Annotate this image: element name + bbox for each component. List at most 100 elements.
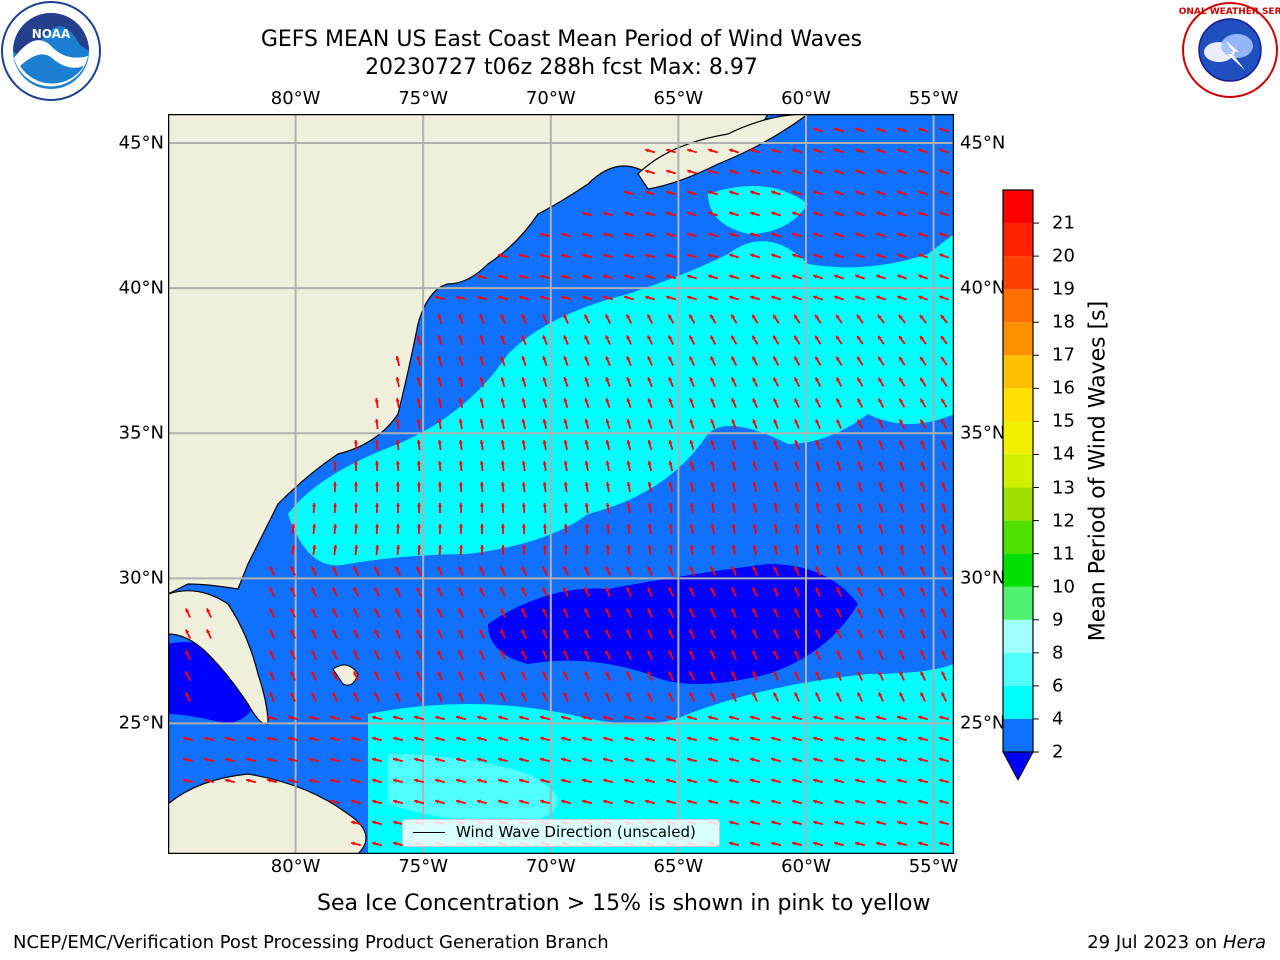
wind-arrow-head xyxy=(645,169,650,174)
wind-arrow-head xyxy=(813,253,818,258)
wind-arrow-head xyxy=(668,608,673,613)
wind-arrow-head xyxy=(710,608,715,613)
wind-arrow-head xyxy=(836,377,841,382)
wind-arrow-head xyxy=(815,440,820,445)
wind-arrow-head xyxy=(773,377,778,382)
wind-arrow-head xyxy=(374,587,379,592)
wind-arrow-head xyxy=(183,736,188,741)
wind-arrow-head xyxy=(710,566,715,571)
wind-arrow-head xyxy=(752,692,757,697)
wind-arrow-head xyxy=(605,608,610,613)
wind-arrow-head xyxy=(731,503,736,507)
wind-arrow-head xyxy=(416,524,422,528)
wind-arrow-head xyxy=(836,461,841,466)
wind-arrow-head xyxy=(920,377,924,382)
wind-arrow-head xyxy=(857,608,862,613)
wind-arrow-head xyxy=(836,503,841,508)
wind-arrow-head xyxy=(500,650,505,655)
lon-tick-label-bottom: 70°W xyxy=(525,856,576,877)
wind-arrow-head xyxy=(792,253,797,258)
wind-arrow-head xyxy=(353,608,358,613)
wind-arrow-head xyxy=(396,545,401,549)
wind-arrow-head xyxy=(542,335,547,340)
wind-arrow-head xyxy=(353,587,358,592)
lon-tick-label-bottom: 60°W xyxy=(781,856,831,877)
wind-arrow-head xyxy=(668,314,673,319)
wind-arrow-head xyxy=(374,629,379,634)
wind-arrow-head xyxy=(857,461,862,466)
wind-arrow-head xyxy=(687,232,692,237)
wind-arrow-head xyxy=(668,482,673,486)
wind-arrow-head xyxy=(458,377,463,381)
wind-arrow-head xyxy=(752,482,757,487)
wind-arrow-head xyxy=(290,650,295,655)
wind-arrow-head xyxy=(498,253,502,258)
wind-arrow-head xyxy=(941,356,945,361)
wind-arrow-head xyxy=(857,419,862,424)
wind-arrow-head xyxy=(584,356,589,361)
wind-arrow-head xyxy=(752,461,757,466)
wind-arrow-head xyxy=(710,398,715,403)
wind-arrow-head xyxy=(458,440,463,444)
wind-arrow-head xyxy=(813,169,818,174)
wind-arrow-head xyxy=(624,274,629,279)
wind-arrow-head xyxy=(477,295,481,300)
wind-arrow-head xyxy=(351,799,356,804)
wind-arrow-head xyxy=(626,629,631,634)
wind-arrow-head xyxy=(458,608,463,613)
legend-line-icon xyxy=(413,832,445,833)
wind-arrow-head xyxy=(855,127,860,132)
wind-arrow-head xyxy=(309,778,314,783)
wind-arrow-head xyxy=(563,650,568,655)
wind-arrow-head xyxy=(876,799,881,804)
wind-arrow-head xyxy=(626,440,631,444)
wind-arrow-head xyxy=(771,169,776,174)
wind-arrow-head xyxy=(899,692,904,697)
wind-arrow-head xyxy=(521,440,526,444)
wind-arrow-head xyxy=(731,314,735,319)
wind-arrow-head xyxy=(899,377,903,382)
wind-arrow-head xyxy=(750,736,755,741)
wind-arrow-head xyxy=(897,736,902,741)
colorbar-tick-label: 10 xyxy=(1052,576,1075,598)
wind-arrow-head xyxy=(899,566,904,571)
wind-arrow-head xyxy=(834,211,839,216)
wind-arrow-head xyxy=(918,799,923,804)
colorbar-band xyxy=(1003,652,1033,686)
wind-arrow-head xyxy=(750,274,755,279)
wind-arrow-head xyxy=(584,440,589,444)
wind-arrow-head xyxy=(416,440,421,444)
wind-arrow-head xyxy=(771,211,776,216)
wind-arrow-head xyxy=(416,608,421,613)
wind-arrow-head xyxy=(206,629,211,634)
wind-arrow-head xyxy=(393,736,398,741)
wind-arrow-head xyxy=(752,566,757,571)
wind-arrow-head xyxy=(710,671,715,676)
wind-arrow-head xyxy=(269,566,274,571)
wind-arrow-head xyxy=(437,461,442,465)
wind-arrow-head xyxy=(354,545,359,549)
wind-arrow-head xyxy=(855,190,860,195)
colorbar-tick-label: 8 xyxy=(1052,642,1064,664)
wind-arrow-head xyxy=(605,398,610,403)
wind-arrow-head xyxy=(794,629,799,634)
wind-arrow-head xyxy=(731,461,736,466)
wind-arrow-head xyxy=(542,608,547,613)
wind-arrow-head xyxy=(626,335,631,340)
wind-arrow-head xyxy=(374,692,379,697)
wind-arrow-head xyxy=(542,461,547,465)
wind-arrow-head xyxy=(687,736,692,741)
wind-arrow-head xyxy=(437,671,442,676)
colorbar-tick-label: 19 xyxy=(1052,278,1075,300)
wind-arrow-head xyxy=(582,232,587,237)
wind-arrow-head xyxy=(647,608,652,613)
wind-arrow-head xyxy=(941,524,946,529)
wind-arrow-head xyxy=(687,148,692,153)
map-legend: Wind Wave Direction (unscaled) xyxy=(402,819,720,847)
nws-logo-icon: NATIONAL WEATHER SERVICE xyxy=(1179,2,1280,98)
lon-tick-label-bottom: 75°W xyxy=(398,856,449,877)
wind-arrow-head xyxy=(374,482,380,486)
wind-arrow-head xyxy=(752,608,757,613)
wind-arrow-head xyxy=(834,757,839,762)
wind-arrow-head xyxy=(918,127,923,132)
